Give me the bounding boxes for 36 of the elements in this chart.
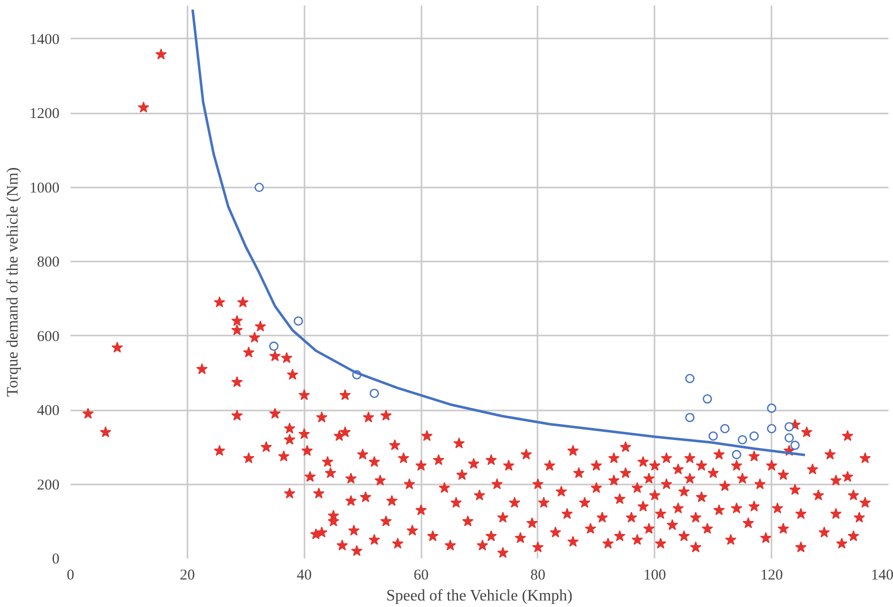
point bbox=[790, 440, 800, 450]
point bbox=[708, 431, 718, 441]
point bbox=[738, 435, 748, 444]
y-tick-label: 1200 bbox=[30, 106, 60, 122]
y-tick-label: 600 bbox=[37, 328, 60, 345]
x-tick-label: 120 bbox=[760, 568, 783, 584]
point bbox=[254, 182, 264, 192]
point bbox=[784, 422, 794, 432]
x-tick-label: 100 bbox=[644, 568, 666, 584]
point bbox=[685, 374, 694, 384]
y-tick-label: 1000 bbox=[30, 180, 60, 196]
x-tick-label: 0 bbox=[66, 568, 74, 584]
point bbox=[269, 342, 278, 351]
point bbox=[766, 404, 776, 413]
point bbox=[732, 450, 742, 460]
point bbox=[766, 424, 776, 434]
x-tick-label: 40 bbox=[296, 568, 312, 584]
line-series bbox=[191, 8, 806, 456]
point bbox=[784, 433, 794, 443]
x-axis-title: Speed of the Vehicle (Kmph) bbox=[386, 588, 573, 604]
point bbox=[749, 431, 759, 441]
y-tick-label: 1400 bbox=[30, 32, 60, 48]
x-tick-label: 140 bbox=[871, 568, 893, 584]
y-tick-label: 800 bbox=[37, 254, 60, 271]
x-tick-label: 80 bbox=[530, 568, 546, 584]
point bbox=[685, 412, 694, 422]
y-tick-label: 400 bbox=[37, 403, 60, 420]
point bbox=[370, 388, 379, 398]
y-tick-label: 200 bbox=[37, 477, 60, 494]
point bbox=[294, 316, 304, 326]
point bbox=[720, 424, 730, 434]
x-tick-label: 60 bbox=[414, 568, 429, 584]
y-axis-title: Torque demand of the vehicle (Nm) bbox=[4, 167, 22, 397]
point bbox=[702, 394, 712, 404]
x-tick-label: 20 bbox=[180, 568, 195, 584]
y-tick-label: 0 bbox=[52, 552, 60, 568]
